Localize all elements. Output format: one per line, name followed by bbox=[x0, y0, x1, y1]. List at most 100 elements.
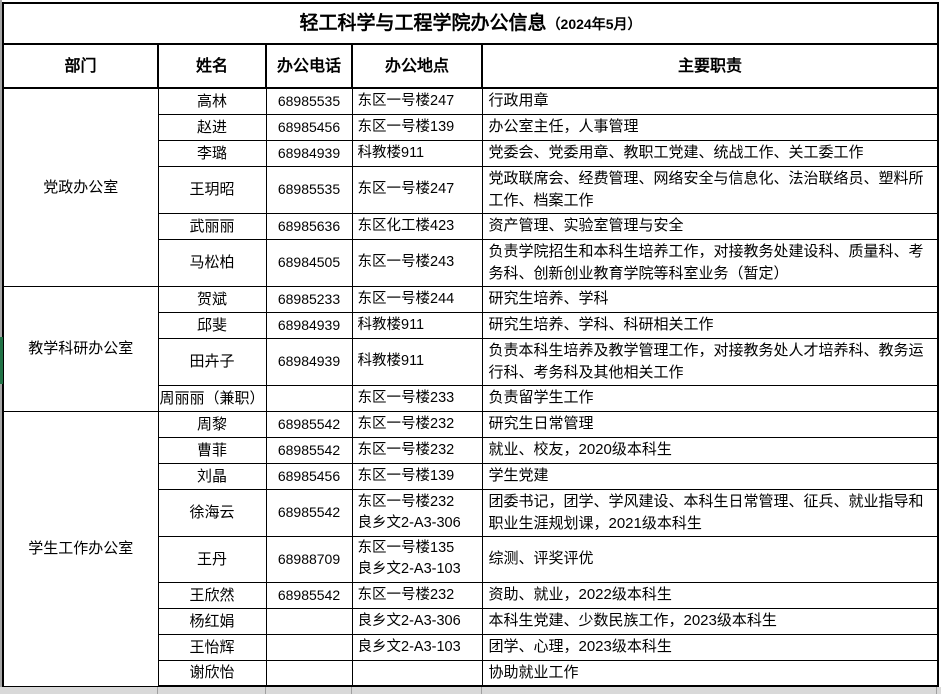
table-row: 李璐 68984939 科教楼911 党委会、党委用章、教职工党建、统战工作、关工委工… bbox=[3, 139, 940, 167]
title-row: 轻工科学与工程学院办公信息（2024年5月） bbox=[1, 2, 940, 45]
phone-cell bbox=[265, 384, 353, 412]
location-cell: 科教楼911 bbox=[351, 311, 483, 339]
duty-cell: 学生党建 bbox=[481, 462, 940, 490]
table-row: 徐海云 68985542 东区一号楼232 良乡文2-A3-306 团委书记，团学、学风… bbox=[3, 488, 940, 537]
cutoff-cell-border bbox=[936, 687, 937, 694]
table-row: 王玥昭 68985535 东区一号楼247 党政联席会、经费管理、网络安全与信息化、法… bbox=[3, 165, 940, 214]
duty-cell: 就业、校友，2020级本科生 bbox=[481, 436, 940, 464]
duty-cell: 行政用章 bbox=[481, 87, 940, 115]
duty-cell: 资助、就业，2022级本科生 bbox=[481, 581, 940, 609]
location-cell: 东区一号楼139 bbox=[351, 462, 483, 490]
phone-cell bbox=[265, 633, 353, 661]
duty-cell: 协助就业工作 bbox=[481, 659, 940, 687]
cutoff-cell-border bbox=[157, 687, 158, 694]
duty-cell: 党政联席会、经费管理、网络安全与信息化、法治联络员、塑料所工作、档案工作 bbox=[481, 165, 940, 214]
name-cell: 田卉子 bbox=[157, 337, 267, 386]
location-cell: 东区一号楼135 良乡文2-A3-103 bbox=[351, 535, 483, 583]
phone-cell: 68984939 bbox=[265, 337, 353, 386]
phone-cell: 68985535 bbox=[265, 165, 353, 214]
location-cell: 良乡文2-A3-306 bbox=[351, 607, 483, 635]
table-row: 学生工作办公室 周黎 68985542 东区一号楼232 研究生日常管理 bbox=[2, 410, 940, 687]
location-cell: 东区一号楼232 bbox=[351, 436, 483, 464]
duty-cell: 本科生党建、少数民族工作，2023级本科生 bbox=[481, 607, 940, 635]
phone-cell: 68985542 bbox=[265, 488, 353, 537]
table-row: 刘晶 68985456 东区一号楼139 学生党建 bbox=[3, 462, 940, 490]
location-cell: 东区一号楼247 bbox=[351, 87, 483, 115]
duty-cell: 研究生日常管理 bbox=[481, 410, 940, 438]
location-cell: 科教楼911 bbox=[351, 337, 483, 386]
location-cell: 东区一号楼233 bbox=[351, 384, 483, 412]
page-title: 轻工科学与工程学院办公信息（2024年5月） bbox=[1, 2, 940, 45]
table-row: 王丹 68988709 东区一号楼135 良乡文2-A3-103 综测、评奖评优 bbox=[3, 535, 940, 583]
table-row: 曹菲 68985542 东区一号楼232 就业、校友，2020级本科生 bbox=[3, 436, 940, 464]
cut-off-row-strip bbox=[0, 687, 941, 694]
column-header-name: 姓名 bbox=[157, 43, 267, 89]
table-row: 马松柏 68984505 东区一号楼243 负责学院招生和本科生培养工作，对接教务处建… bbox=[3, 238, 940, 287]
table-row: 田卉子 68984939 科教楼911 负责本科生培养及教学管理工作，对接教务处人才培… bbox=[3, 337, 940, 386]
name-cell: 王丹 bbox=[157, 535, 267, 583]
phone-cell: 68985542 bbox=[265, 436, 353, 464]
phone-cell: 68985535 bbox=[265, 87, 353, 115]
name-cell: 马松柏 bbox=[157, 238, 267, 287]
table-body: 党政办公室 高林 68985535 东区一号楼247 行政用章 赵进 68985456 东区一… bbox=[2, 87, 940, 687]
column-header-location: 办公地点 bbox=[351, 43, 483, 89]
name-cell: 王欣然 bbox=[157, 581, 267, 609]
name-cell: 王怡辉 bbox=[157, 633, 267, 661]
name-cell: 徐海云 bbox=[157, 488, 267, 537]
green-accent-strip bbox=[0, 337, 3, 384]
phone-cell: 68985456 bbox=[265, 113, 353, 141]
location-cell: 东区一号楼139 bbox=[351, 113, 483, 141]
table-row: 赵进 68985456 东区一号楼139 办公室主任，人事管理 bbox=[3, 113, 940, 141]
page-title-date: （2024年5月） bbox=[546, 15, 642, 32]
location-cell: 良乡文2-A3-103 bbox=[351, 633, 483, 661]
table-row: 王欣然 68985542 东区一号楼232 资助、就业，2022级本科生 bbox=[3, 581, 940, 609]
table-row: 周丽丽（兼职） 东区一号楼233 负责留学生工作 bbox=[3, 384, 940, 412]
location-cell: 东区一号楼247 bbox=[351, 165, 483, 214]
name-cell: 王玥昭 bbox=[157, 165, 267, 214]
location-cell bbox=[351, 659, 483, 687]
duty-cell: 资产管理、实验室管理与安全 bbox=[481, 212, 940, 240]
page-title-main: 轻工科学与工程学院办公信息 bbox=[299, 12, 547, 34]
table-row: 王怡辉 良乡文2-A3-103 团学、心理，2023级本科生 bbox=[3, 633, 940, 661]
name-cell: 武丽丽 bbox=[157, 212, 267, 240]
duty-cell: 综测、评奖评优 bbox=[481, 535, 940, 583]
duty-cell: 团学、心理，2023级本科生 bbox=[481, 633, 940, 661]
location-cell: 东区化工楼423 bbox=[351, 212, 483, 240]
phone-cell bbox=[265, 607, 353, 635]
table-row: 教学科研办公室 贺斌 68985233 东区一号楼244 研究生培养、学科 bbox=[2, 285, 940, 412]
duty-cell: 团委书记，团学、学风建设、本科生日常管理、征兵、就业指导和职业生涯规划课，202… bbox=[481, 488, 940, 537]
table-row: 党政办公室 高林 68985535 东区一号楼247 行政用章 bbox=[2, 87, 940, 287]
name-cell: 贺斌 bbox=[157, 285, 267, 313]
phone-cell: 68984939 bbox=[265, 139, 353, 167]
name-cell: 谢欣怡 bbox=[157, 659, 267, 687]
location-cell: 东区一号楼232 bbox=[351, 410, 483, 438]
duty-cell: 研究生培养、学科、科研相关工作 bbox=[481, 311, 940, 339]
name-cell: 邱斐 bbox=[157, 311, 267, 339]
department-cell: 教学科研办公室 bbox=[2, 285, 159, 412]
cutoff-cell-border bbox=[481, 687, 482, 694]
phone-cell: 68985542 bbox=[265, 410, 353, 438]
phone-cell: 68985456 bbox=[265, 462, 353, 490]
duty-cell: 党委会、党委用章、教职工党建、统战工作、关工委工作 bbox=[481, 139, 940, 167]
location-cell: 东区一号楼232 bbox=[351, 581, 483, 609]
duty-cell: 负责本科生培养及教学管理工作，对接教务处人才培养科、教务运行科、考务科及其他相关… bbox=[481, 337, 940, 386]
name-cell: 赵进 bbox=[157, 113, 267, 141]
duty-cell: 办公室主任，人事管理 bbox=[481, 113, 940, 141]
phone-cell bbox=[265, 659, 353, 687]
column-header-department: 部门 bbox=[2, 43, 159, 89]
location-cell: 科教楼911 bbox=[351, 139, 483, 167]
phone-cell: 68988709 bbox=[265, 535, 353, 583]
name-cell: 周丽丽（兼职） bbox=[157, 384, 267, 412]
department-cell: 党政办公室 bbox=[2, 87, 159, 287]
cutoff-cell-border bbox=[265, 687, 266, 694]
header-row: 部门 姓名 办公电话 办公地点 主要职责 bbox=[2, 43, 940, 89]
name-cell: 李璐 bbox=[157, 139, 267, 167]
location-cell: 东区一号楼244 bbox=[351, 285, 483, 313]
location-cell: 东区一号楼232 良乡文2-A3-306 bbox=[351, 488, 483, 537]
duty-cell: 负责留学生工作 bbox=[481, 384, 940, 412]
name-cell: 周黎 bbox=[157, 410, 267, 438]
name-cell: 曹菲 bbox=[157, 436, 267, 464]
